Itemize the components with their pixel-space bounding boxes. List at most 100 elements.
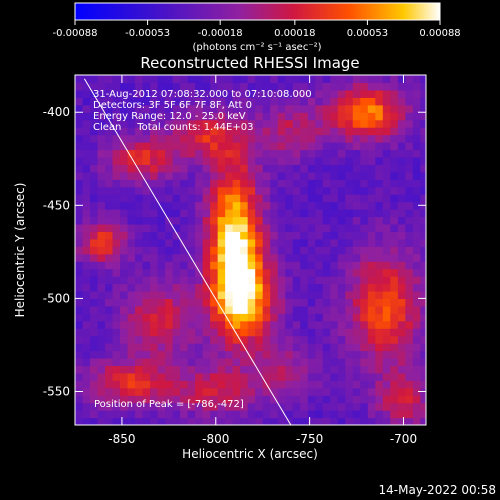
- heatmap-cell: [165, 75, 174, 84]
- heatmap-cell: [112, 231, 121, 240]
- heatmap-cell: [337, 357, 346, 367]
- heatmap-cell: [157, 417, 166, 425]
- heatmap-cell: [157, 290, 166, 300]
- heatmap-cell: [150, 97, 159, 106]
- heatmap-cell: [90, 194, 99, 203]
- heatmap-cell: [292, 335, 301, 344]
- heatmap-cell: [97, 134, 106, 143]
- heatmap-cell: [412, 186, 421, 195]
- heatmap-cell: [217, 365, 226, 374]
- heatmap-cell: [172, 343, 181, 352]
- heatmap-cell: [390, 216, 399, 225]
- heatmap-cell: [210, 134, 219, 143]
- heatmap-cell: [255, 268, 264, 277]
- heatmap-cell: [195, 417, 204, 425]
- heatmap-cell: [150, 171, 159, 180]
- heatmap-cell: [270, 328, 279, 337]
- heatmap-cell: [412, 171, 421, 180]
- heatmap-cell: [255, 75, 264, 84]
- heatmap-cell: [127, 89, 136, 98]
- heatmap-cell: [82, 343, 91, 352]
- heatmap-cell: [172, 268, 181, 277]
- heatmap-cell: [360, 127, 369, 136]
- heatmap-cell: [172, 357, 181, 367]
- heatmap-cell: [412, 164, 421, 173]
- heatmap-cell: [112, 410, 121, 419]
- heatmap-cell: [277, 164, 286, 173]
- heatmap-cell: [150, 261, 159, 270]
- heatmap-cell: [150, 186, 159, 195]
- annotation-energy: Energy Range: 12.0 - 25.0 keV: [93, 111, 246, 122]
- heatmap-cell: [412, 395, 421, 404]
- heatmap-cell: [307, 268, 316, 277]
- heatmap-cell: [367, 410, 376, 419]
- heatmap-cell: [75, 320, 84, 329]
- heatmap-cell: [180, 156, 189, 165]
- heatmap-cell: [397, 231, 406, 240]
- heatmap-cell: [390, 179, 399, 188]
- heatmap-cell: [397, 276, 406, 285]
- heatmap-cell: [150, 283, 159, 292]
- heatmap-cell: [217, 142, 226, 151]
- heatmap-cell: [195, 112, 204, 121]
- heatmap-cell: [105, 216, 114, 225]
- heatmap-cell: [262, 231, 271, 240]
- heatmap-cell: [105, 231, 114, 240]
- heatmap-cell: [150, 372, 159, 381]
- heatmap-cell: [187, 410, 196, 419]
- heatmap-cell: [105, 246, 114, 255]
- heatmap-cell: [172, 216, 181, 225]
- heatmap-cell: [367, 209, 376, 218]
- heatmap-cell: [360, 410, 369, 419]
- heatmap-cell: [217, 89, 226, 98]
- heatmap-cell: [75, 97, 84, 106]
- heatmap-cell: [360, 134, 369, 143]
- heatmap-cell: [187, 149, 196, 158]
- heatmap-cell: [232, 104, 241, 113]
- heatmap-cell: [322, 194, 331, 203]
- heatmap-cell: [217, 104, 226, 113]
- heatmap-cell: [277, 134, 286, 143]
- heatmap-cell: [345, 164, 354, 173]
- heatmap-cell: [225, 134, 234, 143]
- heatmap-cell: [337, 75, 346, 84]
- heatmap-cell: [105, 305, 114, 314]
- heatmap-cell: [345, 410, 354, 419]
- heatmap-cell: [120, 171, 129, 180]
- heatmap-cell: [285, 387, 294, 396]
- heatmap-cell: [75, 283, 84, 292]
- heatmap-cell: [300, 402, 309, 411]
- heatmap-cell: [157, 253, 166, 262]
- heatmap-cell: [120, 75, 129, 84]
- heatmap-cell: [82, 380, 91, 389]
- heatmap-cell: [322, 335, 331, 344]
- heatmap-cell: [82, 127, 91, 136]
- heatmap-cell: [367, 261, 376, 270]
- heatmap-cell: [217, 276, 226, 285]
- heatmap-cell: [255, 261, 264, 270]
- heatmap-cell: [285, 119, 294, 128]
- heatmap-cell: [240, 223, 249, 232]
- heatmap-cell: [262, 127, 271, 136]
- heatmap-cell: [352, 201, 361, 210]
- heatmap-cell: [150, 216, 159, 225]
- heatmap-cell: [120, 253, 129, 262]
- heatmap-cell: [247, 283, 256, 292]
- heatmap-cell: [157, 112, 166, 121]
- heatmap-cell: [337, 186, 346, 195]
- heatmap-cell: [307, 335, 316, 344]
- heatmap-cell: [330, 171, 339, 180]
- heatmap-cell: [247, 142, 256, 151]
- heatmap-cell: [345, 283, 354, 292]
- heatmap-cell: [270, 276, 279, 285]
- heatmap-cell: [120, 261, 129, 270]
- heatmap-cell: [397, 246, 406, 255]
- heatmap-cell: [225, 179, 234, 188]
- heatmap-cell: [292, 119, 301, 128]
- heatmap-cell: [375, 104, 384, 113]
- heatmap-cell: [135, 253, 144, 262]
- heatmap-cell: [255, 89, 264, 98]
- heatmap-cell: [352, 313, 361, 322]
- heatmap-cell: [225, 231, 234, 240]
- heatmap-cell: [307, 402, 316, 411]
